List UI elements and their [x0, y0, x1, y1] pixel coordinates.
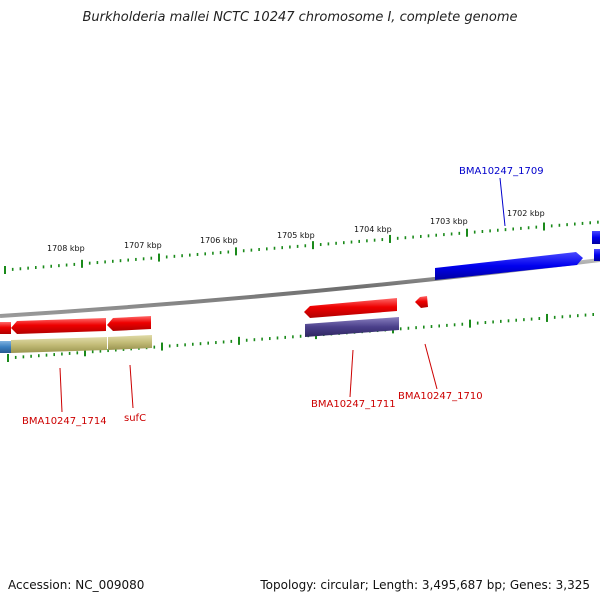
label-bma10247-1709[interactable]: BMA10247_1709 [459, 166, 544, 177]
accession-info: Accession: NC_009080 [8, 578, 145, 592]
map-title: Burkholderia mallei NCTC 10247 chromosom… [82, 10, 518, 25]
leader-line-sufc [129, 364, 134, 409]
gene-bma10247-1714[interactable] [11, 318, 106, 334]
feature-steel-partial[interactable] [0, 341, 11, 353]
gene-reverse-partial[interactable] [0, 322, 11, 334]
outer-scale-ticks [4, 220, 599, 274]
label-bma10247-1710[interactable]: BMA10247_1710 [398, 391, 483, 402]
label-bma10247-1711[interactable]: BMA10247_1711 [311, 399, 396, 410]
label-sufc[interactable]: sufC [124, 413, 146, 424]
gene-bma10247-1710[interactable] [415, 296, 428, 308]
tick-label-1702: 1702 kbp [507, 209, 545, 218]
gene-bma10247-1709[interactable] [435, 252, 583, 280]
leader-line-1711 [349, 349, 354, 398]
gene-sufc[interactable] [107, 316, 151, 331]
gene-forward-partial-2[interactable] [594, 249, 600, 261]
tick-label-1703: 1703 kbp [430, 217, 468, 226]
gene-forward-partial-1[interactable] [592, 231, 600, 244]
leader-line-1709 [499, 177, 506, 227]
tick-label-1704: 1704 kbp [354, 225, 392, 234]
feature-olive-bma10247-1714[interactable] [11, 337, 107, 353]
leader-line-1710 [424, 343, 438, 390]
tick-label-1708: 1708 kbp [47, 244, 85, 253]
tick-label-1707: 1707 kbp [124, 241, 162, 250]
tick-label-1706: 1706 kbp [200, 236, 238, 245]
label-bma10247-1714[interactable]: BMA10247_1714 [22, 416, 107, 427]
topology-info: Topology: circular; Length: 3,495,687 bp… [260, 578, 590, 592]
gene-bma10247-1711[interactable] [304, 298, 397, 318]
feature-purple-bma10247-1711[interactable] [305, 317, 399, 337]
tick-label-1705: 1705 kbp [277, 231, 315, 240]
feature-olive-sufc[interactable] [108, 335, 152, 350]
leader-line-1714 [59, 367, 63, 413]
